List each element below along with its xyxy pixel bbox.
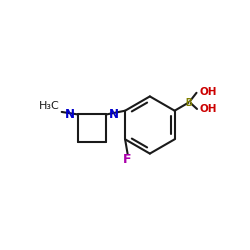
Text: N: N bbox=[65, 108, 75, 121]
Text: N: N bbox=[109, 108, 119, 121]
Text: H₃C: H₃C bbox=[39, 101, 60, 111]
Text: OH: OH bbox=[200, 104, 218, 114]
Text: F: F bbox=[123, 153, 132, 166]
Text: OH: OH bbox=[200, 87, 217, 97]
Text: B: B bbox=[185, 98, 192, 108]
